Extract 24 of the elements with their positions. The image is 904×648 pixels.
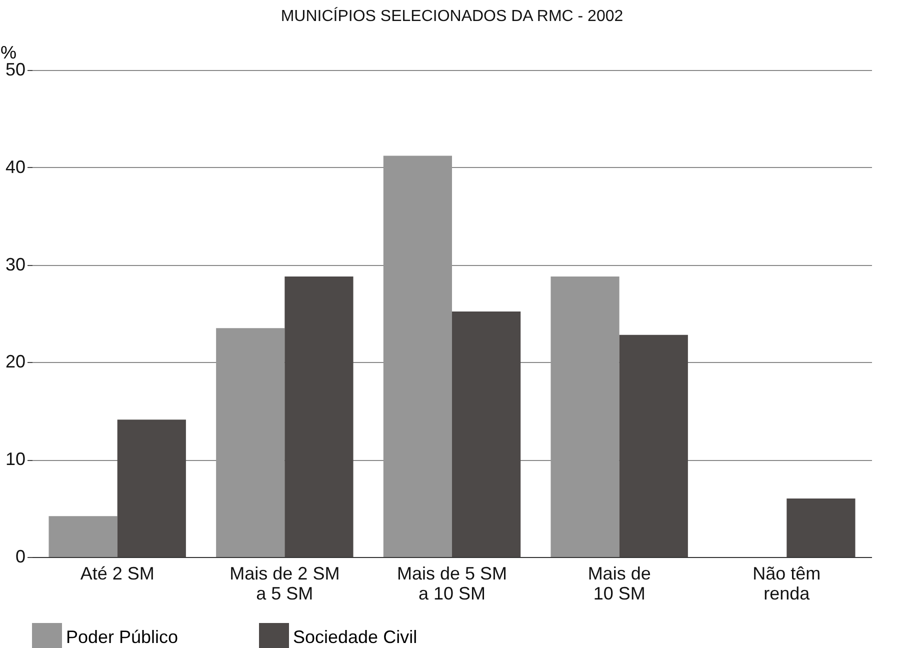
y-tick-label: 40 (5, 156, 26, 177)
bar (117, 420, 186, 557)
y-tick-label: 0 (15, 546, 26, 566)
x-tick-label: Mais de 5 SM a 10 SM (396, 564, 508, 604)
x-tick-label: Até 2 SM (80, 564, 154, 584)
y-axis-title: % (0, 42, 17, 62)
bar (383, 156, 452, 557)
bar (284, 276, 354, 557)
bar (48, 516, 118, 557)
x-tick-label: Mais de 2 SM a 5 SM (230, 564, 340, 604)
y-tick-label: 10 (5, 449, 26, 470)
bar (216, 328, 285, 557)
y-tick-label: 50 (5, 60, 26, 80)
chart-title: MUNICÍPIOS SELECIONADOS DA RMC - 2002 (280, 7, 624, 25)
y-tick-label: 20 (5, 352, 26, 372)
x-tick-label: Mais de 10 SM (588, 564, 651, 604)
x-tick-label: Não têm renda (752, 564, 821, 604)
bar (786, 498, 856, 557)
bar (452, 312, 521, 557)
y-tick-label: 30 (5, 254, 26, 274)
legend-label: Sociedade Civil (293, 627, 418, 647)
legend-label: Poder Público (66, 627, 178, 647)
bar (619, 334, 688, 557)
bar (550, 276, 620, 557)
